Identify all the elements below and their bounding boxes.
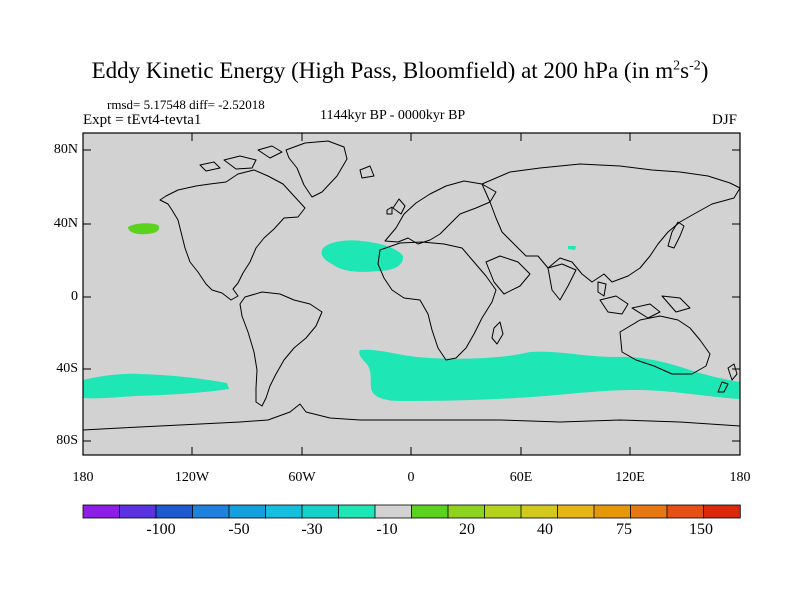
colorbar-swatch <box>630 504 668 519</box>
coastline-new-zealand <box>717 363 738 393</box>
colorbar-swatch <box>82 504 121 519</box>
colorbar-swatch <box>265 504 303 519</box>
y-label-80s: 80S <box>56 433 78 448</box>
coastline-japan <box>667 221 685 249</box>
x-label-120w: 120W <box>174 470 210 485</box>
y-label-0: 0 <box>71 289 78 304</box>
period-label: 1144kyr BP - 0000kyr BP <box>320 108 466 123</box>
colorbar-label: 40 <box>537 521 553 538</box>
colorbar-swatch <box>228 504 267 519</box>
x-label-180e: 180 <box>729 470 751 485</box>
map-background <box>83 133 740 455</box>
coastline-antarctica <box>82 403 741 431</box>
colorbar-swatch <box>703 504 741 519</box>
axis-ticks <box>82 133 741 455</box>
colorbar-swatch <box>192 504 230 519</box>
anomaly-patch-north-pacific <box>128 223 160 235</box>
coastline-africa <box>377 241 497 361</box>
y-label-40s: 40S <box>56 361 78 376</box>
anomaly-patch-south-pacific <box>83 373 229 399</box>
coastline-australia <box>619 315 711 375</box>
y-label-80n: 80N <box>53 142 78 157</box>
coastline-asia <box>481 163 741 283</box>
x-label-120e: 120E <box>615 470 645 485</box>
colorbar-swatch <box>557 504 595 519</box>
coastline-south-america <box>239 291 323 407</box>
colorbar-label: -10 <box>376 521 398 538</box>
colorbar-label: 150 <box>689 521 713 538</box>
coastlines <box>82 140 741 431</box>
x-label-0: 0 <box>407 470 415 485</box>
chart-title: Eddy Kinetic Energy (High Pass, Bloomfie… <box>91 58 709 83</box>
coastline-arabia <box>485 255 531 295</box>
anomaly-fills <box>83 223 740 401</box>
colorbar-label: 20 <box>459 521 475 538</box>
colorbar-swatch <box>338 504 376 519</box>
x-label-60w: 60W <box>288 470 316 485</box>
colorbar-label: -30 <box>301 521 323 538</box>
colorbar-label: -50 <box>228 521 250 538</box>
coastline-british-isles <box>386 198 406 215</box>
colorbar-swatch <box>593 504 632 519</box>
colorbar-swatch <box>411 504 449 519</box>
coastline-madagascar <box>491 321 504 345</box>
colorbar-swatch <box>484 504 522 519</box>
anomaly-patch-north-atlantic <box>321 240 404 272</box>
colorbar-label: 75 <box>616 521 632 538</box>
colorbar-swatch <box>119 504 157 519</box>
colorbar <box>82 504 741 519</box>
colorbar-swatch <box>666 504 705 519</box>
coastline-india <box>547 263 577 301</box>
coastline-greenland <box>285 140 348 198</box>
x-label-60e: 60E <box>509 470 533 485</box>
colorbar-swatch <box>155 504 194 519</box>
colorbar-swatch <box>374 504 413 519</box>
experiment-label: Expt = tEvt4-tevta1 <box>83 112 202 128</box>
coastline-arctic-islands <box>199 145 375 179</box>
colorbar-swatch <box>520 504 559 519</box>
anomaly-patch-central-asia <box>568 246 576 250</box>
coastline-north-america <box>159 169 306 301</box>
colorbar-swatch <box>301 504 340 519</box>
season-label: DJF <box>712 112 738 128</box>
colorbar-label: -100 <box>146 521 176 538</box>
rmsd-diff-label: rmsd= 5.17548 diff= -2.52018 <box>107 97 265 112</box>
y-label-40n: 40N <box>53 216 78 231</box>
colorbar-swatch <box>447 504 486 519</box>
x-label-180w: 180 <box>72 470 94 485</box>
coastline-southeast-asia-islands <box>597 281 691 319</box>
